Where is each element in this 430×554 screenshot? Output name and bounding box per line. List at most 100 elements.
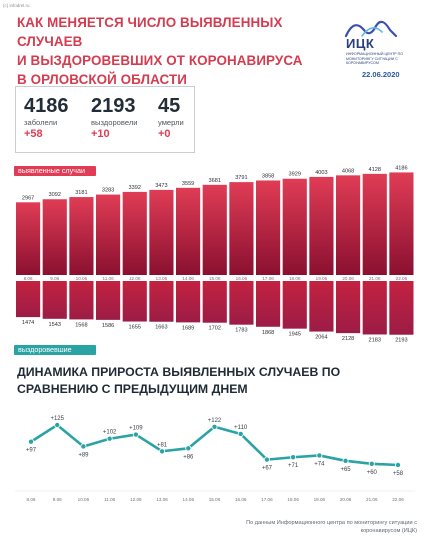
growth-value: +67 <box>262 466 273 472</box>
bar-cases-value: 3181 <box>75 190 87 196</box>
stat-recovered-label: выздоровели <box>91 118 138 127</box>
bar-recovered <box>229 281 254 325</box>
bar-chart: 2967 8.06 1474 3092 9.06 1543 3181 10.06 1568 328… <box>16 165 414 344</box>
bar-recovered <box>282 281 307 329</box>
bar-recovered <box>176 281 201 323</box>
x-tick-label: 14.06 <box>182 276 194 281</box>
bar-cases <box>149 189 174 275</box>
bar-cases <box>122 191 147 275</box>
growth-point <box>54 421 61 428</box>
growth-value: +125 <box>50 416 64 422</box>
series-label-recovered: выздоровевшие <box>14 345 96 355</box>
stat-recovered-value: 2193 <box>91 95 136 117</box>
bar-recovered-value: 1474 <box>22 320 34 326</box>
growth-value: +86 <box>183 454 194 460</box>
bar-cases-value: 4003 <box>315 170 327 176</box>
stat-recovered-delta: +10 <box>91 128 110 140</box>
bar-recovered-value: 1655 <box>129 325 141 331</box>
bar-cases-value: 3929 <box>289 172 301 178</box>
bar-recovered-value: 1689 <box>182 325 194 331</box>
series-label-cases: выявленные случаи <box>14 166 96 176</box>
bar-recovered-value: 1543 <box>49 322 61 328</box>
bar-recovered-value: 1568 <box>75 322 87 328</box>
stat-cases-value: 4186 <box>24 95 69 117</box>
bar-cases-value: 4186 <box>395 165 407 171</box>
bar-cases-value: 3473 <box>155 183 167 189</box>
bar-cases <box>389 172 414 275</box>
growth-value: +65 <box>340 467 351 473</box>
bar-cases <box>256 180 281 275</box>
bar-cases-value: 2967 <box>22 195 34 201</box>
bar-recovered-value: 2193 <box>395 338 407 344</box>
growth-point <box>185 445 192 452</box>
x-tick-label: 12.06 <box>129 276 141 281</box>
bar-cases-value: 4068 <box>342 168 354 174</box>
growth-point <box>316 452 323 459</box>
bar-cases <box>16 202 41 275</box>
logo-name: ИЦК <box>346 36 375 51</box>
bar-cases <box>42 199 67 275</box>
stat-deaths-delta: +0 <box>158 128 171 140</box>
x-tick-label: 10.06 <box>76 276 88 281</box>
logo-subtitle: Информационный центр по мониторингу ситу… <box>346 52 404 66</box>
growth-point <box>368 460 375 467</box>
bar-cases-value: 3791 <box>235 175 247 181</box>
bar-recovered <box>309 281 334 332</box>
x-tick-label: 17.06 <box>262 276 274 281</box>
growth-point <box>80 443 87 450</box>
title-line-2: и выздоровевших от коронавируса <box>17 53 303 68</box>
bar-cases <box>336 175 361 275</box>
bar-cases-value: 3681 <box>209 178 221 184</box>
growth-value: +74 <box>314 461 325 467</box>
bar-recovered-value: 1868 <box>262 330 274 336</box>
growth-value: +97 <box>26 448 37 454</box>
x-tick-label: 18.06 <box>287 497 299 502</box>
line-chart: +97 8.06 +125 9.06 +89 10.06 +102 11.06 +109 12.0… <box>15 416 415 502</box>
growth-value: +122 <box>208 418 222 424</box>
bar-recovered-value: 1702 <box>209 326 221 332</box>
x-tick-label: 22.06 <box>396 276 408 281</box>
growth-point <box>237 430 244 437</box>
bar-recovered-value: 1586 <box>102 323 114 329</box>
bar-cases <box>309 176 334 275</box>
bar-recovered <box>96 281 121 320</box>
stat-deaths-value: 45 <box>158 95 181 117</box>
stat-cases-delta: +58 <box>24 128 43 140</box>
bar-recovered <box>149 281 174 322</box>
logo-mountain-icon <box>344 20 398 38</box>
x-tick-label: 13.06 <box>156 497 168 502</box>
bar-recovered <box>69 281 94 320</box>
page-title: Как меняется число выявленных случаев и … <box>17 13 317 89</box>
growth-value: +102 <box>103 430 117 436</box>
x-tick-label: 22.06 <box>392 497 404 502</box>
growth-value: +81 <box>157 442 168 448</box>
bar-recovered-value: 2064 <box>315 335 327 341</box>
growth-value: +60 <box>367 470 378 476</box>
bar-cases-value: 3283 <box>102 188 114 194</box>
source-note: По данным Информационного центра по мони… <box>246 520 417 534</box>
x-tick-label: 14.06 <box>183 497 195 502</box>
stat-cases: 4186 заболели +58 <box>24 95 69 140</box>
bar-cases-value: 3392 <box>129 185 141 191</box>
title-line-3: в Орловской области <box>17 72 187 87</box>
bar-recovered <box>336 281 361 334</box>
bar-recovered <box>202 281 227 323</box>
bar-cases <box>202 184 227 275</box>
x-tick-label: 19.06 <box>314 497 326 502</box>
bar-cases <box>69 197 94 275</box>
stat-cases-label: заболели <box>24 118 58 127</box>
x-tick-label: 20.06 <box>340 497 352 502</box>
growth-value: +110 <box>234 425 248 431</box>
bar-recovered-value: 1945 <box>289 332 301 338</box>
bar-cases <box>282 178 307 275</box>
bar-cases <box>229 182 254 275</box>
stat-deaths-label: умерли <box>158 118 184 127</box>
growth-value: +89 <box>78 452 89 458</box>
bar-recovered-value: 2183 <box>369 337 381 343</box>
growth-point <box>211 423 218 430</box>
growth-point <box>159 448 166 455</box>
bar-cases-value: 3559 <box>182 181 194 187</box>
bar-recovered <box>389 281 414 335</box>
watermark: (c) infodrel.ru <box>3 3 30 8</box>
growth-point <box>263 456 270 463</box>
